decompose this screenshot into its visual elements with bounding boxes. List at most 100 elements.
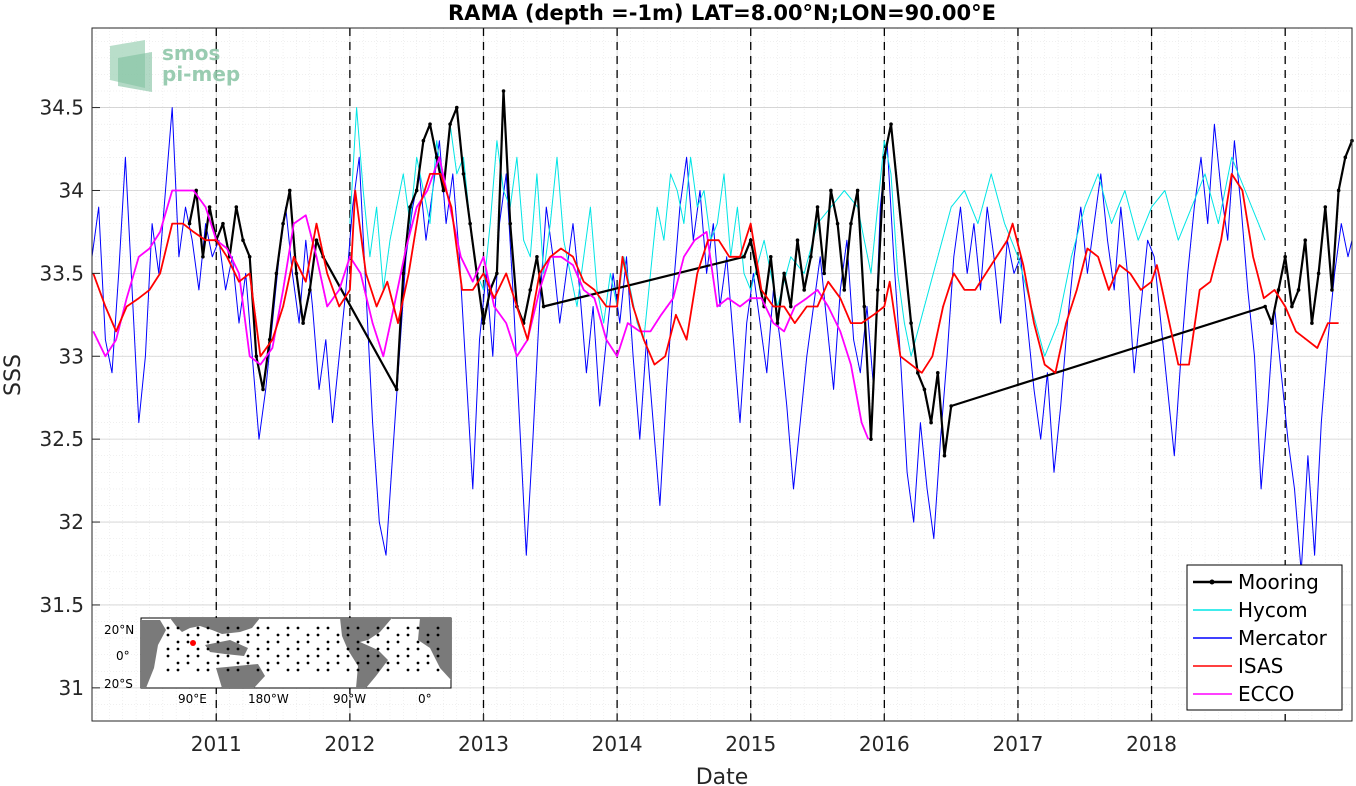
map-frame [140, 617, 452, 689]
mooring-point [1310, 321, 1314, 325]
map-lat-0: 0° [116, 649, 130, 663]
map-dot [416, 668, 420, 672]
mooring-point [875, 288, 880, 292]
map-dot [426, 661, 430, 665]
map-dot [276, 633, 280, 637]
map-dot [366, 661, 370, 665]
map-dot [316, 654, 320, 658]
map-dot [256, 647, 260, 651]
map-dot [236, 626, 240, 630]
mooring-point [942, 453, 947, 458]
mooring-point [862, 304, 867, 309]
map-dot [176, 640, 180, 644]
map-dot [336, 633, 340, 637]
mooring-point [301, 321, 305, 325]
x-tick-label: 2013 [458, 732, 509, 756]
mooring-point [454, 105, 459, 110]
mooring-point [802, 288, 806, 292]
map-dot [166, 647, 170, 651]
map-dot [356, 661, 360, 665]
map-dot [396, 661, 400, 665]
map-dot [386, 668, 390, 672]
y-tick-label: 31.5 [39, 593, 84, 617]
x-tick-label: 2016 [859, 732, 910, 756]
mooring-point [795, 238, 800, 243]
map-dot [196, 668, 200, 672]
mooring-point [314, 238, 319, 243]
map-dot [256, 668, 260, 672]
map-dot [376, 626, 380, 630]
map-dot [376, 633, 380, 637]
inset-location-map: 20°N 0° 20°S 90°E 180°W 90°W 0° [104, 617, 452, 706]
land-asia [170, 618, 260, 634]
map-dot [356, 626, 360, 630]
map-dot [326, 640, 330, 644]
map-dot [246, 654, 250, 658]
mooring-point [929, 420, 933, 425]
mooring-point [408, 205, 412, 209]
map-dot [406, 633, 410, 637]
mooring-point [421, 138, 426, 143]
map-dot [266, 640, 270, 644]
map-dot [186, 661, 190, 665]
map-dot [356, 640, 360, 644]
map-dot [246, 640, 250, 644]
mooring-point [869, 437, 873, 441]
mooring-point [461, 172, 466, 176]
map-dot [406, 626, 410, 630]
map-dot [436, 633, 440, 637]
map-dot [286, 654, 290, 658]
map-dot [206, 647, 210, 651]
series-line-ecco [92, 156, 870, 440]
map-dot [346, 626, 350, 630]
map-dot [216, 661, 220, 665]
mooring-point [481, 321, 486, 325]
mooring-point [742, 254, 746, 259]
mooring-point [768, 254, 773, 259]
mooring-point [909, 321, 913, 325]
y-tick-label: 32 [59, 510, 84, 534]
y-ticks: 31 31.5 32 32.5 33 33.5 34 34.5 [39, 96, 100, 700]
mooring-point [889, 122, 893, 126]
y-tick-label: 33 [59, 344, 84, 368]
map-dot [236, 640, 240, 644]
mooring-array-dots [166, 626, 440, 672]
map-lon-180w: 180°W [248, 692, 289, 706]
map-dot [366, 654, 370, 658]
map-dot [426, 640, 430, 644]
map-dot [336, 640, 340, 644]
map-dot [236, 647, 240, 651]
mooring-point [495, 271, 499, 276]
map-dot [196, 654, 200, 658]
map-dot [386, 647, 390, 651]
map-dot [416, 661, 420, 665]
map-dot [296, 661, 300, 665]
y-tick-label: 31 [59, 676, 84, 700]
map-dot [216, 654, 220, 658]
map-dot [276, 661, 280, 665]
mooring-point [414, 188, 419, 193]
logo-line1: smos [162, 41, 220, 65]
mooring-point [287, 188, 292, 193]
station-marker [190, 640, 196, 646]
map-dot [326, 661, 330, 665]
mooring-point [401, 271, 406, 276]
map-dot [266, 661, 270, 665]
map-dot [386, 640, 390, 644]
mooring-point [281, 221, 285, 226]
map-lat-20n: 20°N [104, 623, 134, 637]
y-tick-label: 33.5 [39, 261, 84, 285]
map-lon-90e: 90°E [178, 692, 207, 706]
map-dot [206, 640, 210, 644]
mooring-point [254, 354, 259, 359]
mooring-point [775, 321, 780, 325]
mooring-point [922, 387, 927, 392]
legend: Mooring Hycom Mercator ISAS ECCO [1186, 564, 1343, 711]
mooring-point [789, 304, 793, 309]
mooring-point [1343, 155, 1348, 160]
legend-label-hycom: Hycom [1238, 598, 1308, 622]
mooring-point [1283, 254, 1287, 259]
map-lon-0: 0° [418, 692, 432, 706]
map-dot [176, 647, 180, 651]
mooring-point [1296, 288, 1301, 292]
